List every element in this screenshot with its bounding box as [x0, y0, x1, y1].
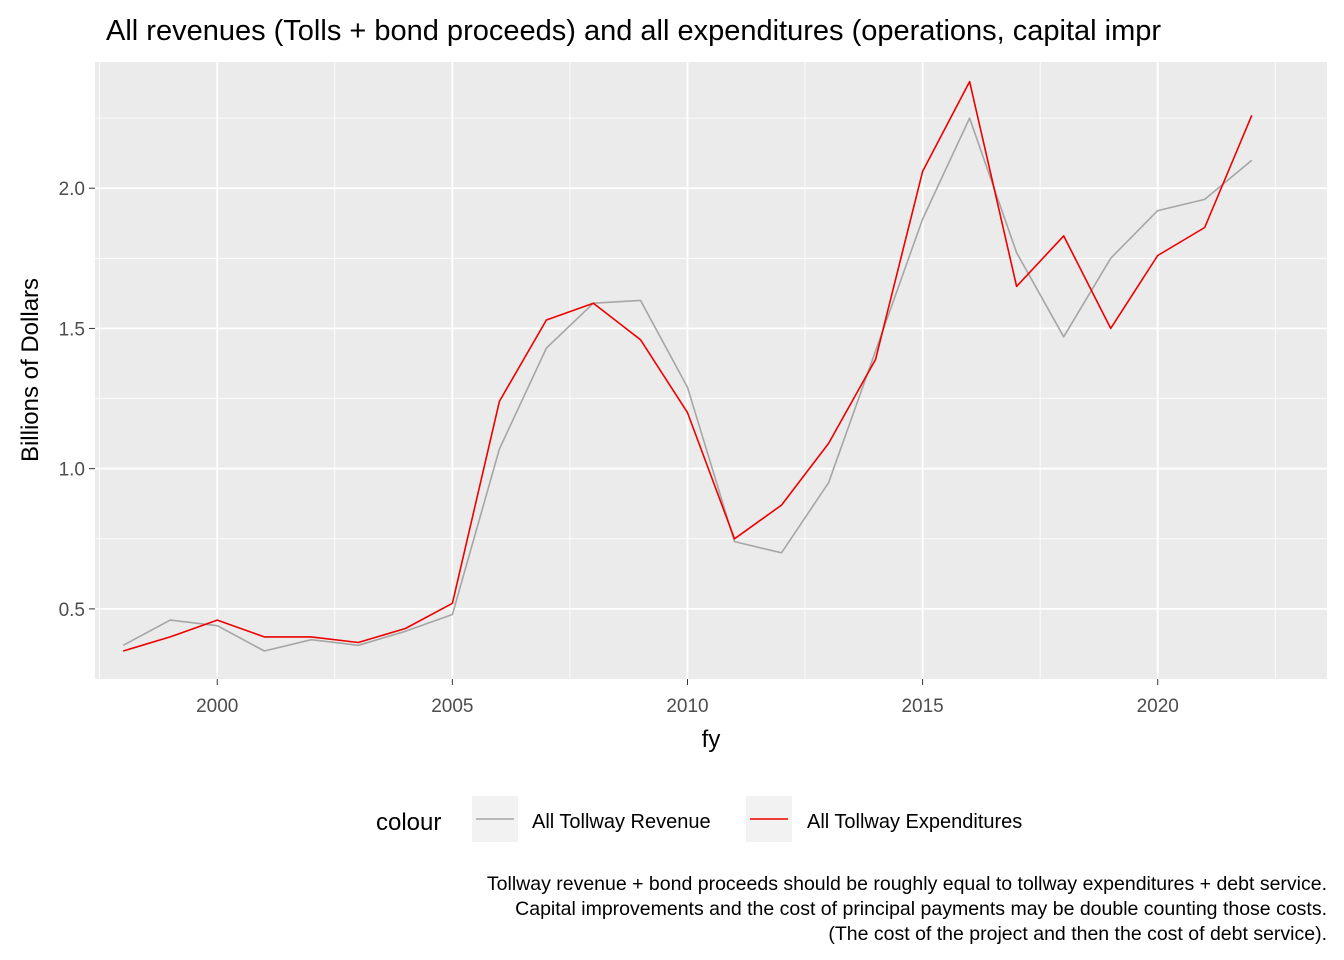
caption-line-3: (The cost of the project and then the co…: [828, 923, 1327, 945]
legend-label: All Tollway Expenditures: [807, 811, 1022, 833]
chart-title: All revenues (Tolls + bond proceeds) and…: [106, 15, 1161, 47]
grid-lines: [95, 62, 1327, 679]
series-lines: [122, 80, 1253, 652]
caption-line-1: Tollway revenue + bond proceeds should b…: [487, 873, 1327, 895]
y-axis-ticks: 0.5 1.0 1.5 2.0: [59, 179, 95, 621]
x-axis-title: fy: [702, 726, 721, 753]
y-tick-label: 1.0: [59, 460, 85, 481]
legend-title: colour: [376, 809, 441, 836]
y-tick-label: 0.5: [59, 600, 85, 621]
plot-panel: [95, 62, 1327, 679]
series-line-1: [122, 117, 1253, 652]
y-axis-title: Billions of Dollars: [17, 278, 44, 462]
y-tick-label: 2.0: [59, 179, 85, 200]
series-line-2: [122, 80, 1253, 652]
legend: colour All Tollway Revenue All Tollway Ex…: [376, 796, 1022, 842]
caption: Tollway revenue + bond proceeds should b…: [487, 873, 1327, 945]
x-tick-label: 2005: [431, 696, 473, 717]
legend-label: All Tollway Revenue: [532, 811, 711, 833]
y-tick-label: 1.5: [59, 319, 85, 340]
x-tick-label: 2015: [901, 696, 943, 717]
caption-line-2: Capital improvements and the cost of pri…: [515, 898, 1327, 920]
x-tick-label: 2020: [1137, 696, 1179, 717]
x-tick-label: 2000: [196, 696, 238, 717]
x-tick-label: 2010: [666, 696, 708, 717]
x-axis-ticks: 2000 2005 2010 2015 2020: [196, 679, 1179, 717]
